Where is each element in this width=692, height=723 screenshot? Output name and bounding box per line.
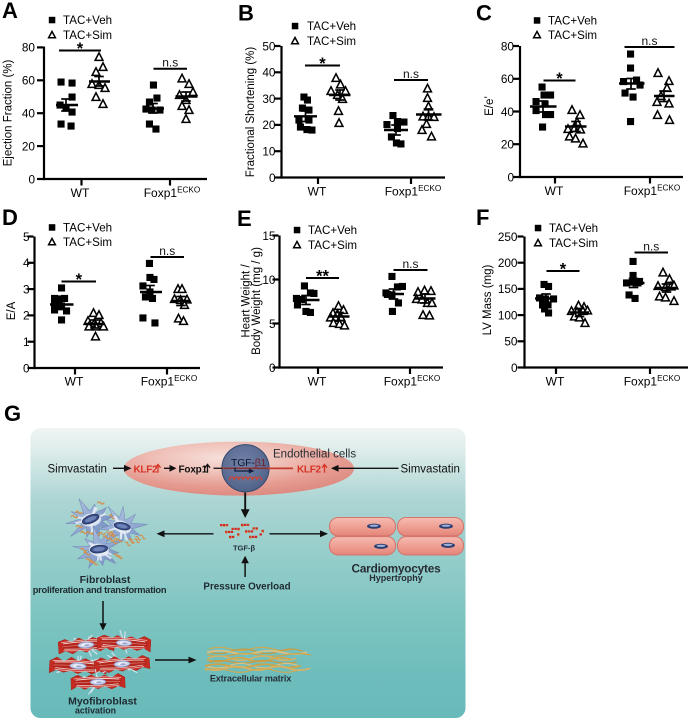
svg-text:0: 0: [269, 171, 276, 185]
svg-text:Heart Weight /: Heart Weight /: [241, 264, 253, 338]
svg-text:0: 0: [511, 361, 518, 375]
svg-text:30: 30: [262, 92, 276, 106]
svg-text:proliferation and transformati: proliferation and transformation: [33, 585, 167, 595]
svg-text:TAC+Veh: TAC+Veh: [548, 15, 597, 28]
svg-text:n.s: n.s: [162, 56, 178, 70]
svg-text:Fractional Shortening (%): Fractional Shortening (%): [245, 47, 257, 178]
svg-text:**: **: [316, 267, 329, 285]
svg-text:n.s: n.s: [641, 34, 657, 48]
svg-text:15: 15: [262, 229, 276, 243]
svg-text:Foxp1ECKO: Foxp1ECKO: [141, 374, 198, 388]
svg-text:Fibroblast: Fibroblast: [80, 574, 131, 586]
svg-text:40: 40: [22, 107, 36, 121]
svg-text:TAC+Sim: TAC+Sim: [63, 236, 112, 249]
svg-text:TAC+Sim: TAC+Sim: [307, 35, 356, 48]
svg-text:1: 1: [23, 335, 30, 349]
svg-text:Extracellular matrix: Extracellular matrix: [210, 674, 292, 684]
svg-text:50: 50: [262, 39, 276, 53]
svg-text:n.s: n.s: [403, 67, 419, 81]
svg-text:20: 20: [262, 118, 276, 132]
svg-text:Foxp1ECKO: Foxp1ECKO: [624, 374, 681, 388]
svg-text:TAC+Sim: TAC+Sim: [549, 237, 598, 250]
svg-text:E/A: E/A: [6, 301, 18, 320]
svg-text:F: F: [476, 205, 489, 230]
svg-text:3: 3: [23, 282, 30, 296]
svg-text:Pressure Overload: Pressure Overload: [203, 582, 290, 593]
svg-text:n.s: n.s: [159, 244, 175, 258]
svg-text:TGF-β1: TGF-β1: [231, 457, 267, 469]
svg-text:200: 200: [498, 256, 518, 270]
svg-text:Foxp1ECKO: Foxp1ECKO: [384, 374, 441, 388]
svg-text:Simvastatin: Simvastatin: [48, 464, 107, 476]
svg-text:Foxp1ECKO: Foxp1ECKO: [624, 184, 681, 198]
svg-text:KLF2: KLF2: [134, 465, 159, 476]
svg-text:TAC+Sim: TAC+Sim: [548, 29, 597, 42]
svg-text:4: 4: [23, 256, 30, 270]
svg-text:150: 150: [498, 282, 518, 296]
svg-text:WT: WT: [65, 375, 84, 389]
svg-text:TAC+Veh: TAC+Veh: [307, 20, 356, 33]
svg-text:D: D: [2, 205, 18, 230]
svg-text:*: *: [76, 271, 83, 289]
svg-text:5: 5: [23, 230, 30, 244]
svg-text:B: B: [238, 1, 254, 26]
svg-text:50: 50: [504, 335, 518, 349]
svg-text:80: 80: [501, 39, 515, 53]
svg-text:0: 0: [28, 172, 35, 186]
svg-text:250: 250: [498, 230, 518, 244]
svg-text:TAC+Veh: TAC+Veh: [549, 222, 598, 235]
svg-text:10: 10: [262, 273, 276, 287]
svg-text:WT: WT: [545, 184, 564, 198]
svg-text:0: 0: [23, 361, 30, 375]
svg-text:G: G: [4, 401, 21, 426]
svg-text:2: 2: [23, 309, 30, 323]
svg-text:Ejection Fraction (%): Ejection Fraction (%): [3, 59, 15, 166]
svg-text:20: 20: [501, 138, 515, 152]
svg-text:LV Mass (mg): LV Mass (mg): [482, 264, 494, 335]
svg-text:C: C: [476, 1, 492, 26]
svg-text:40: 40: [262, 66, 276, 80]
svg-text:0: 0: [507, 170, 514, 184]
svg-text:TAC+Veh: TAC+Veh: [308, 224, 357, 237]
svg-text:Foxp1ECKO: Foxp1ECKO: [385, 184, 442, 198]
svg-text:TAC+Veh: TAC+Veh: [63, 222, 112, 235]
svg-text:E: E: [237, 206, 252, 231]
svg-text:WT: WT: [308, 375, 327, 389]
svg-text:40: 40: [501, 105, 515, 119]
svg-text:*: *: [556, 70, 563, 88]
svg-text:TAC+Sim: TAC+Sim: [308, 239, 357, 252]
svg-text:60: 60: [22, 74, 36, 88]
svg-text:TAC+Sim: TAC+Sim: [63, 29, 112, 42]
svg-text:60: 60: [501, 72, 515, 86]
svg-text:5: 5: [269, 317, 276, 331]
svg-text:20: 20: [22, 139, 36, 153]
svg-text:Foxp1ECKO: Foxp1ECKO: [144, 186, 201, 200]
svg-text:10: 10: [262, 145, 276, 159]
svg-text:TAC+Veh: TAC+Veh: [63, 14, 112, 27]
svg-text:E/e’: E/e’: [484, 96, 496, 116]
svg-text:100: 100: [498, 308, 518, 322]
svg-text:Endothelial cells: Endothelial cells: [273, 449, 356, 461]
svg-text:*: *: [560, 260, 567, 278]
svg-text:Myofibroblast: Myofibroblast: [68, 696, 137, 708]
svg-text:n.s: n.s: [643, 239, 659, 253]
svg-text:Hypertrophy: Hypertrophy: [369, 573, 423, 583]
svg-text:TGF-β: TGF-β: [233, 544, 255, 553]
svg-text:Foxp1: Foxp1: [179, 465, 208, 476]
svg-text:A: A: [2, 0, 18, 23]
svg-text:Cardiomyocytes: Cardiomyocytes: [352, 562, 442, 576]
svg-text:activation: activation: [75, 706, 116, 716]
svg-text:*: *: [319, 55, 326, 73]
svg-text:WT: WT: [546, 375, 565, 389]
svg-text:Simvastatin: Simvastatin: [401, 464, 460, 476]
svg-text:n.s: n.s: [402, 257, 418, 271]
svg-text:Body Weight (mg / g): Body Weight (mg / g): [251, 247, 263, 355]
svg-text:WT: WT: [71, 186, 90, 200]
svg-text:KLF2: KLF2: [297, 465, 322, 476]
svg-text:0: 0: [269, 361, 276, 375]
svg-text:*: *: [77, 40, 84, 58]
svg-text:WT: WT: [308, 185, 327, 199]
svg-text:80: 80: [22, 41, 36, 55]
